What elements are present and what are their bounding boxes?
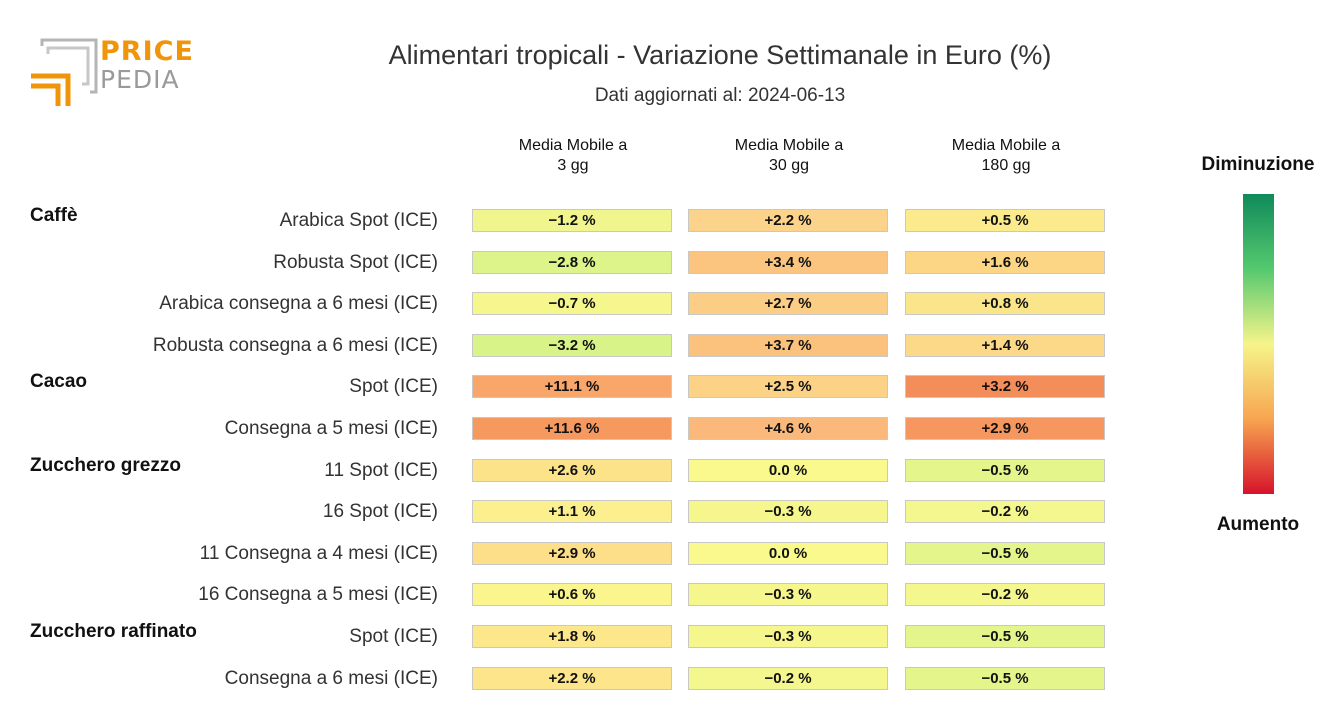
- heatmap-cell: +11.6 %: [472, 417, 672, 440]
- heatmap-cell: 0.0 %: [688, 541, 888, 565]
- pricepedia-logo: PRICE PEDIA: [28, 36, 193, 108]
- row-label: Arabica consegna a 6 mesi (ICE): [159, 293, 438, 315]
- chart-title: Alimentari tropicali - Variazione Settim…: [388, 40, 1052, 70]
- heatmap-cell: −0.2 %: [905, 500, 1105, 524]
- heatmap-cell: −0.2 %: [688, 666, 888, 690]
- heatmap-cell: −0.3 %: [688, 583, 888, 607]
- heatmap-cell: −0.2 %: [905, 583, 1105, 607]
- chart-subtitle: Dati aggiornati al: 2024-06-13: [594, 85, 846, 106]
- heatmap-cell: +2.5 %: [688, 375, 888, 399]
- heatmap-cell: +4.6 %: [688, 417, 888, 440]
- group-label: Zucchero raffinato: [30, 621, 197, 642]
- color-scale-bar: [1243, 194, 1274, 494]
- heatmap-cell: −0.3 %: [688, 625, 888, 648]
- heatmap-cell: −0.3 %: [688, 500, 888, 524]
- heatmap-cell: +11.1 %: [472, 375, 672, 399]
- heatmap-cell: +0.8 %: [905, 292, 1105, 316]
- heatmap-cell: +2.7 %: [688, 292, 888, 316]
- heatmap-cell: −1.2 %: [472, 209, 672, 232]
- scale-label-top: Diminuzione: [1201, 154, 1315, 175]
- heatmap-cell: +2.2 %: [688, 209, 888, 232]
- heatmap-cell: +1.4 %: [905, 333, 1105, 357]
- heatmap-cell: −0.7 %: [472, 292, 672, 316]
- column-header: Media Mobile a 30 gg: [734, 137, 844, 174]
- heatmap-cell: +2.2 %: [472, 666, 672, 690]
- row-label: Consegna a 6 mesi (ICE): [224, 667, 438, 689]
- heatmap-cell: +3.4 %: [688, 250, 888, 274]
- group-label: Caffè: [30, 205, 78, 226]
- heatmap-cell: −0.5 %: [905, 666, 1105, 690]
- heatmap-cell: −3.2 %: [472, 333, 672, 357]
- row-label: Robusta Spot (ICE): [273, 251, 438, 273]
- row-label: 11 Spot (ICE): [324, 459, 438, 481]
- row-label: Arabica Spot (ICE): [279, 210, 438, 231]
- row-label: Consegna a 5 mesi (ICE): [224, 418, 438, 439]
- logo-mark-icon: [31, 38, 98, 106]
- row-label: Spot (ICE): [349, 376, 438, 398]
- row-label: 16 Consegna a 5 mesi (ICE): [198, 584, 438, 606]
- group-label: Cacao: [30, 371, 88, 393]
- scale-label-bottom: Aumento: [1216, 514, 1300, 535]
- heatmap-cell: +3.7 %: [688, 333, 888, 357]
- heatmap-cell: +0.5 %: [905, 209, 1105, 232]
- column-header: Media Mobile a 180 gg: [951, 137, 1061, 174]
- logo-text-price: PRICE: [100, 36, 194, 67]
- row-label: 11 Consegna a 4 mesi (ICE): [199, 542, 438, 564]
- row-label: 16 Spot (ICE): [322, 501, 438, 523]
- logo-text-pedia: PEDIA: [100, 65, 180, 94]
- heatmap-cell: −0.5 %: [905, 458, 1105, 482]
- row-label: Robusta consegna a 6 mesi (ICE): [152, 334, 438, 356]
- row-label: Spot (ICE): [349, 626, 438, 647]
- heatmap-cell: +1.8 %: [472, 625, 672, 648]
- heatmap-cell: +2.6 %: [472, 458, 672, 482]
- heatmap-cell: −0.5 %: [905, 625, 1105, 648]
- heatmap-cell: +3.2 %: [905, 375, 1105, 399]
- heatmap-cell: +1.1 %: [472, 500, 672, 524]
- heatmap-cell: 0.0 %: [688, 458, 888, 482]
- group-label: Zucchero grezzo: [30, 454, 181, 476]
- heatmap-cell: +2.9 %: [905, 417, 1105, 440]
- heatmap-cell: −0.5 %: [905, 541, 1105, 565]
- heatmap-cell: +0.6 %: [472, 583, 672, 607]
- heatmap-cell: −2.8 %: [472, 250, 672, 274]
- heatmap-cell: +2.9 %: [472, 541, 672, 565]
- heatmap-cell: +1.6 %: [905, 250, 1105, 274]
